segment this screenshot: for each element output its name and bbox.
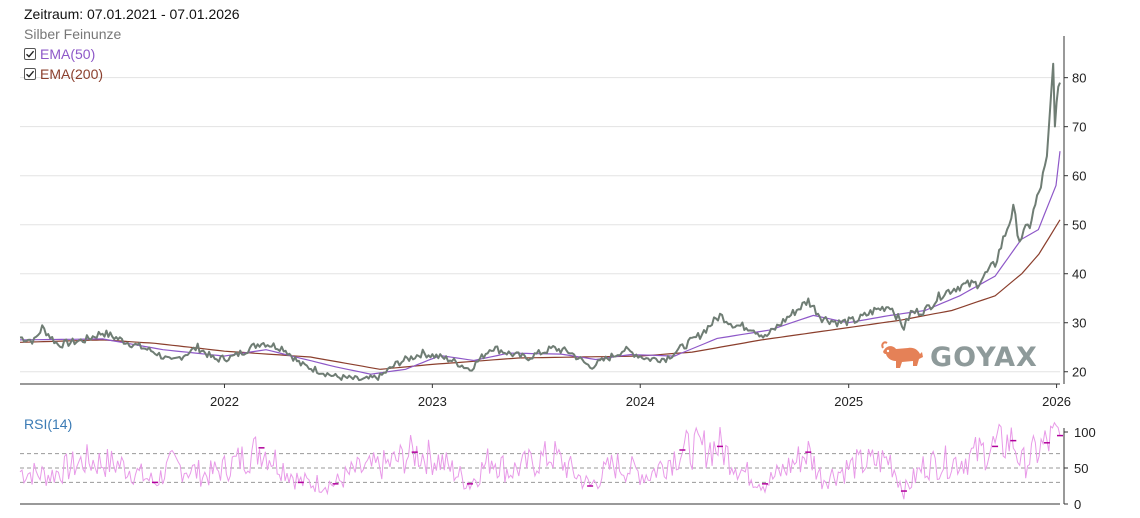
x-tick-label: 2022 <box>210 394 239 409</box>
price-line <box>19 62 1061 382</box>
ema200-line <box>19 219 1061 370</box>
y-tick-label: 80 <box>1072 71 1086 86</box>
bull-icon <box>881 341 923 368</box>
price-grid <box>20 77 1060 373</box>
y-tick-label: 50 <box>1072 218 1086 233</box>
ema50-line <box>19 151 1061 375</box>
rsi-title: RSI(14) <box>24 416 73 432</box>
instrument-label: Silber Feinunze <box>24 26 122 42</box>
legend-ema200-row[interactable]: EMA(200) <box>24 64 240 84</box>
ema50-label[interactable]: EMA(50) <box>40 46 96 62</box>
y-tick-label: 60 <box>1072 169 1086 184</box>
legend-range-row: Zeitraum: 07.01.2021 - 07.01.2026 <box>24 4 240 24</box>
rsi-y-tick-label: 100 <box>1074 425 1096 440</box>
legend-ema50-row[interactable]: EMA(50) <box>24 44 240 64</box>
y-tick-label: 20 <box>1072 365 1086 380</box>
x-tick-label: 2025 <box>834 394 863 409</box>
rsi-chart: 0 50 100 <box>19 421 1096 512</box>
ema200-checkbox[interactable] <box>24 68 36 80</box>
rsi-y-tick-label: 0 <box>1074 497 1081 512</box>
rsi-line <box>19 421 1061 500</box>
y-tick-label: 70 <box>1072 120 1086 135</box>
chart-legend: Zeitraum: 07.01.2021 - 07.01.2026 Silber… <box>24 4 240 84</box>
rsi-y-tick-label: 50 <box>1074 461 1088 476</box>
checkmark-icon <box>26 50 35 58</box>
ema200-label[interactable]: EMA(200) <box>40 66 104 82</box>
brand-wordmark: GOYAX <box>930 341 1038 373</box>
y-tick-label: 30 <box>1072 316 1086 331</box>
ema50-checkbox[interactable] <box>24 48 36 60</box>
checkmark-icon <box>26 70 35 78</box>
price-axes: 20 30 40 50 60 70 80 2022 2023 2024 2025 2026 <box>20 36 1086 409</box>
legend-instrument-row: Silber Feinunze <box>24 24 240 44</box>
x-tick-label: 2023 <box>418 394 447 409</box>
goyax-logo: GOYAX <box>880 340 1038 374</box>
y-tick-label: 40 <box>1072 267 1086 282</box>
price-series <box>19 62 1061 382</box>
x-tick-label: 2024 <box>626 394 655 409</box>
x-tick-label: 2026 <box>1042 394 1071 409</box>
date-range-label: Zeitraum: 07.01.2021 - 07.01.2026 <box>24 6 240 22</box>
